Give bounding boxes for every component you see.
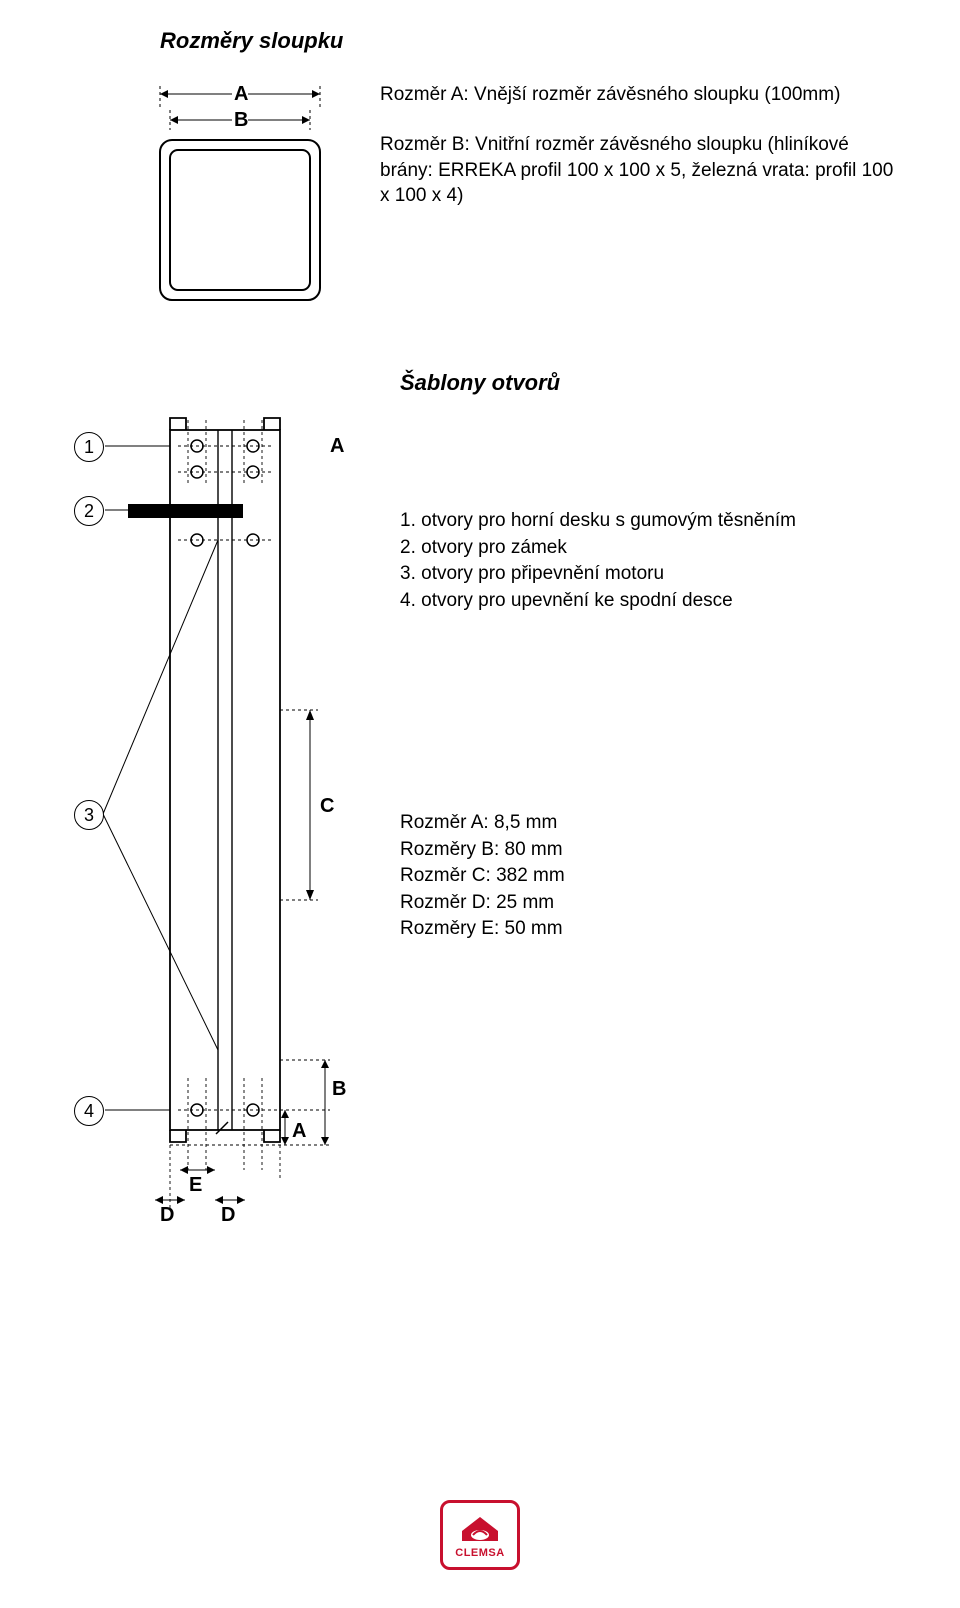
label-B-bottom: B [332, 1078, 346, 1101]
list-item-2: 2. otvory pro zámek [400, 535, 900, 562]
label-B: B [234, 109, 248, 132]
list-item-3: 3. otvory pro připevnění motoru [400, 561, 900, 588]
logo-text: CLEMSA [455, 1547, 504, 1559]
section2-diagram: A C A B E D D [70, 410, 390, 1240]
list-item-1: 1. otvory pro horní desku s gumovým těsn… [400, 508, 900, 535]
dim-B: Rozměry B: 80 mm [400, 837, 800, 864]
logo: CLEMSA [440, 1500, 520, 1570]
callout-3: 3 [74, 800, 104, 830]
callout-2-label: 2 [84, 501, 94, 522]
label-A-bottom: A [292, 1120, 306, 1143]
callout-1-label: 1 [84, 437, 94, 458]
dim-D: Rozměr D: 25 mm [400, 890, 800, 917]
label-D1: D [160, 1204, 174, 1227]
label-C: C [320, 795, 334, 818]
section2-list: 1. otvory pro horní desku s gumovým těsn… [400, 508, 900, 614]
label-A: A [234, 83, 248, 106]
section1-title: Rozměry sloupku [160, 28, 343, 54]
callout-4-label: 4 [84, 1101, 94, 1122]
house-icon [458, 1511, 502, 1545]
dim-E: Rozměry E: 50 mm [400, 916, 800, 943]
label-A-top: A [330, 435, 344, 458]
callout-3-label: 3 [84, 805, 94, 826]
callout-1: 1 [74, 432, 104, 462]
section1-paragraph1: Rozměr A: Vnější rozměr závěsného sloupk… [380, 82, 880, 108]
list-item-4: 4. otvory pro upevnění ke spodní desce [400, 588, 900, 615]
section2-dims: Rozměr A: 8,5 mm Rozměry B: 80 mm Rozměr… [400, 810, 800, 943]
label-E: E [189, 1174, 202, 1197]
label-D2: D [221, 1204, 235, 1227]
callout-2: 2 [74, 496, 104, 526]
callout-4: 4 [74, 1096, 104, 1126]
section1-paragraph2: Rozměr B: Vnitřní rozměr závěsného sloup… [380, 132, 900, 209]
section2-title: Šablony otvorů [400, 370, 560, 396]
dim-A: Rozměr A: 8,5 mm [400, 810, 800, 837]
section1-diagram: A B [130, 80, 360, 310]
dim-C: Rozměr C: 382 mm [400, 863, 800, 890]
